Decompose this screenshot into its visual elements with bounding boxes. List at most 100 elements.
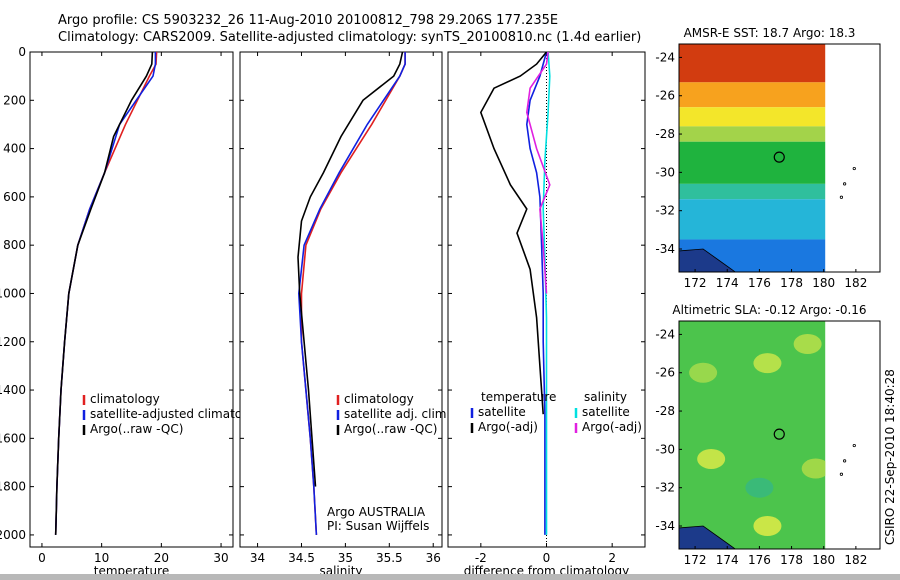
series-line-1	[479, 51, 548, 415]
amsr-e-sst-map: AMSR-E SST: 18.7 Argo: 18.3 172 174 176 178 1…	[655, 26, 881, 290]
x-tick-label: 34.5	[288, 551, 315, 565]
island	[839, 472, 844, 476]
sst-band	[679, 107, 826, 127]
y-tick-label: -34	[655, 242, 675, 256]
bottom-strip	[0, 574, 900, 580]
legend-entry: Argo(..raw -QC)	[90, 422, 183, 436]
legend-entry: climatology	[344, 392, 414, 406]
x-tick-label: 0	[543, 551, 551, 565]
x-tick-label: 10	[94, 551, 109, 565]
x-tick-label: 36	[426, 551, 441, 565]
legend-entry: satellite-adjusted climatology	[90, 407, 268, 421]
map-data	[679, 321, 826, 549]
x-tick-label: -2	[475, 551, 487, 565]
map-frame	[678, 43, 881, 273]
series-line-2	[297, 51, 404, 487]
island	[852, 443, 856, 448]
island	[839, 195, 844, 199]
argo-location-marker	[773, 151, 785, 163]
x-tick-label: 172	[684, 276, 707, 290]
sla-patch	[801, 458, 826, 479]
legend-entry: Argo(-adj)	[478, 420, 538, 434]
series-line-0	[525, 51, 548, 535]
sst-band	[679, 141, 826, 184]
legend-entry: Argo(..raw -QC)	[344, 422, 437, 436]
y-tick-label: -32	[655, 481, 675, 495]
y-tick-label: 1600	[0, 431, 26, 445]
x-tick-label: 172	[684, 553, 707, 567]
sst-band	[679, 44, 826, 83]
y-tick-label: 0	[18, 45, 26, 59]
sla-patch	[697, 448, 726, 469]
legend-entry: satellite	[478, 405, 526, 419]
series-line-2	[542, 51, 551, 535]
y-tick-label: 200	[3, 93, 26, 107]
altimetric-sla-map: Altimetric SLA: -0.12 Argo: -0.16 172 174 1…	[655, 303, 881, 567]
y-tick-label: -28	[655, 127, 675, 141]
y-tick-label: 1000	[0, 286, 26, 300]
y-tick-label: -26	[655, 366, 675, 380]
y-tick-label: -28	[655, 404, 675, 418]
plot-frame	[239, 51, 443, 548]
legend-header: temperature	[481, 390, 556, 404]
x-tick-label: 20	[154, 551, 169, 565]
coastline	[679, 248, 736, 272]
series-line-1	[297, 52, 406, 535]
x-tick-label: 174	[716, 276, 739, 290]
sst-band	[679, 126, 826, 142]
island	[843, 459, 847, 463]
coastline	[679, 525, 736, 549]
x-tick-label: 176	[748, 553, 771, 567]
x-tick-label: 180	[812, 276, 835, 290]
header-line-1: Argo profile: CS 5903232_26 11-Aug-2010 …	[58, 13, 558, 28]
y-tick-label: 800	[3, 238, 26, 252]
x-tick-label: 35	[338, 551, 353, 565]
x-tick-label: 174	[716, 553, 739, 567]
annotation-line: PI: Susan Wijffels	[327, 519, 429, 533]
plot-frame	[29, 51, 234, 548]
x-tick-label: 176	[748, 276, 771, 290]
annotation-line: Argo AUSTRALIA	[327, 505, 426, 519]
y-tick-label: -30	[655, 442, 675, 456]
series-line-2	[54, 51, 154, 535]
sla-patch	[753, 516, 782, 537]
salinity-profile: 34 34.5 35 35.5 36salinityclimatologysatelli…	[239, 51, 450, 578]
x-tick-label: 2	[608, 551, 616, 565]
sla-patch	[793, 333, 822, 354]
x-tick-label: 34	[250, 551, 265, 565]
y-tick-label: -34	[655, 519, 675, 533]
y-tick-label: -32	[655, 204, 675, 218]
x-tick-label: 182	[844, 276, 867, 290]
x-tick-label: 182	[844, 553, 867, 567]
map-title: AMSR-E SST: 18.7 Argo: 18.3	[684, 26, 856, 40]
sla-patch	[689, 362, 718, 383]
island	[843, 182, 847, 186]
map-frame	[678, 320, 881, 550]
island	[852, 166, 856, 171]
map-data	[679, 44, 826, 272]
x-tick-label: 0	[38, 551, 46, 565]
sst-band	[679, 183, 826, 200]
map-title: Altimetric SLA: -0.12 Argo: -0.16	[672, 303, 866, 317]
y-tick-label: 600	[3, 190, 26, 204]
legend-entry: Argo(-adj)	[582, 420, 642, 434]
x-tick-label: 180	[812, 553, 835, 567]
y-tick-label: -30	[655, 165, 675, 179]
x-tick-label: 178	[780, 276, 803, 290]
legend-entry: climatology	[90, 392, 160, 406]
y-tick-label: -26	[655, 89, 675, 103]
header-line-2: Climatology: CARS2009. Satellite-adjuste…	[58, 30, 641, 45]
y-tick-label: -24	[655, 327, 675, 341]
y-tick-label: 2000	[0, 528, 26, 542]
sst-band	[679, 199, 826, 240]
footer-credit: CSIRO 22-Sep-2010 18:40:28	[883, 369, 897, 545]
temperature-profile: 0 10 20 30 0 200 400 600 800 1000 1200 1400 1600 1800…	[0, 45, 268, 578]
y-tick-label: -24	[655, 50, 675, 64]
legend-entry: satellite adj. clim.	[344, 407, 450, 421]
series-line-3	[525, 51, 551, 294]
sla-field	[679, 321, 826, 549]
sst-band	[679, 82, 826, 108]
y-tick-label: 1400	[0, 383, 26, 397]
